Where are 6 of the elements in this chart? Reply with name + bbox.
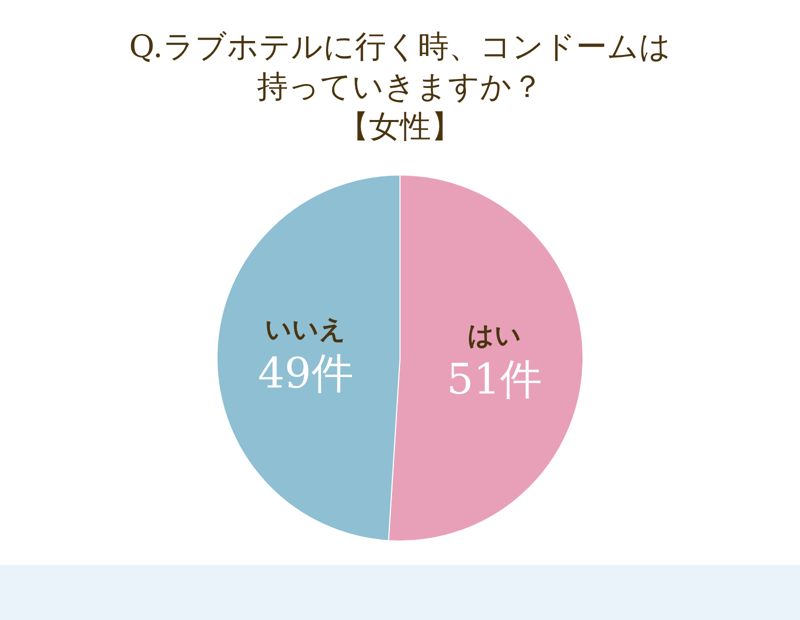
slice-label: いいえ [265,315,346,346]
data-label: 51件 [446,354,542,404]
data-label: 49件 [258,348,354,398]
chart-subtitle: 【女性】 [338,109,462,145]
chart-title: Q.ラブホテルに行く時、コンドームは持っていきますか？ [129,29,671,105]
slice-label: はい [467,320,522,351]
